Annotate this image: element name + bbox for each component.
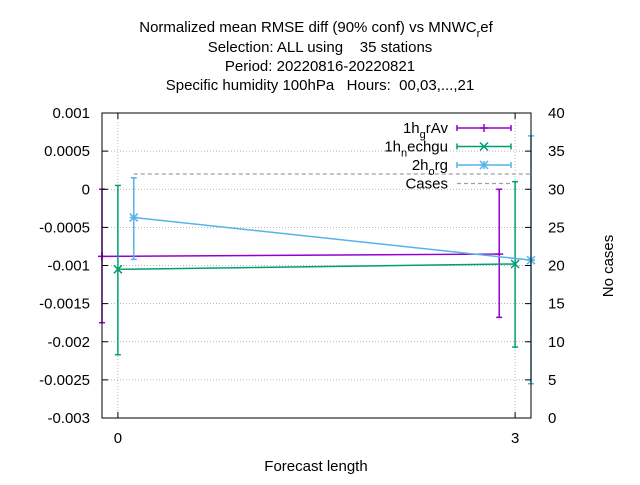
x-tick-label: 0 xyxy=(114,430,122,447)
y-tick-label: 0.0005 xyxy=(44,143,90,160)
data-point xyxy=(129,212,139,222)
title-line-1: Normalized mean RMSE diff (90% conf) vs … xyxy=(139,19,493,40)
y2-tick-label: 20 xyxy=(548,258,565,275)
y-axis-left: 0.001 0.0005 0 -0.0005 -0.001 -0.0015 -0.002 -0… xyxy=(39,105,108,427)
y2-tick-label: 0 xyxy=(548,410,556,427)
y-tick-label: -0.0005 xyxy=(39,219,90,236)
y-tick-label: -0.003 xyxy=(47,410,90,427)
title-line-3: Period: 20220816-20220821 xyxy=(225,58,415,75)
data-point xyxy=(510,259,520,269)
y2-tick-label: 40 xyxy=(548,105,565,122)
y-tick-label: -0.001 xyxy=(47,258,90,275)
series-line xyxy=(133,216,532,261)
y2-axis-label: No cases xyxy=(600,235,617,298)
legend-label: 2horg xyxy=(412,157,448,178)
title-line-4: Specific humidity 100hPa Hours: 00,03,..… xyxy=(166,77,475,94)
chart-title: Normalized mean RMSE diff (90% conf) vs … xyxy=(139,19,493,94)
y-tick-label: -0.0015 xyxy=(39,296,90,313)
series-2 xyxy=(113,180,520,356)
y-tick-label: 0 xyxy=(82,181,90,198)
series-1 xyxy=(98,188,504,324)
x-axis-label: Forecast length xyxy=(264,458,367,475)
series-line xyxy=(101,253,500,258)
data-point xyxy=(113,264,123,274)
legend-marker xyxy=(479,160,489,170)
legend-label-cases: Cases xyxy=(405,176,448,193)
y2-tick-label: 25 xyxy=(548,219,565,236)
y-tick-label: -0.002 xyxy=(47,334,90,351)
legend-marker xyxy=(479,141,489,152)
series-3 xyxy=(129,135,536,385)
y-tick-label: -0.0025 xyxy=(39,372,90,389)
series-layer xyxy=(98,135,536,385)
y2-tick-label: 30 xyxy=(548,181,565,198)
grid xyxy=(102,112,531,419)
title-line-2: Selection: ALL using 35 stations xyxy=(208,39,433,56)
legend-label: 1hgrAv xyxy=(403,120,449,141)
legend-label: 1hnechgu xyxy=(384,139,448,160)
y2-tick-label: 10 xyxy=(548,334,565,351)
y-axis-right: 0 5 10 15 20 25 30 35 40 xyxy=(525,105,565,427)
y2-tick-label: 15 xyxy=(548,296,565,313)
y2-tick-label: 35 xyxy=(548,143,565,160)
y2-tick-label: 5 xyxy=(548,372,556,389)
x-tick-label: 3 xyxy=(511,430,519,447)
series-line xyxy=(117,263,516,271)
plot-frame xyxy=(101,112,532,419)
y-tick-label: 0.001 xyxy=(52,105,90,122)
